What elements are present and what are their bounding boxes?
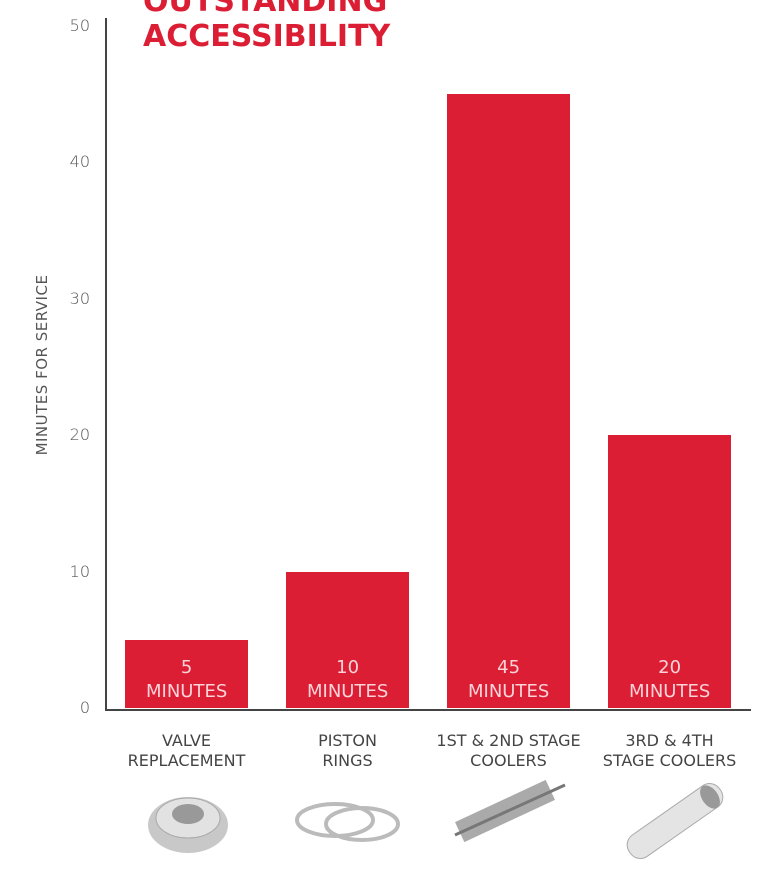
- y-tick-label: 50: [69, 16, 90, 35]
- coolers-image: [454, 780, 566, 843]
- value-label: 20 MINUTES: [629, 657, 711, 702]
- x-tick-label: PISTON RINGS: [318, 731, 377, 770]
- part-images: [148, 780, 724, 859]
- stage-cooler-image: [626, 783, 724, 859]
- piston-rings-image: [295, 802, 400, 842]
- x-tick-label: 1ST & 2ND STAGE COOLERS: [436, 731, 581, 770]
- valve-image: [148, 797, 228, 853]
- y-tick-label: 20: [69, 425, 90, 445]
- bar: [447, 94, 570, 708]
- y-axis: [105, 18, 107, 711]
- bar: [608, 435, 731, 708]
- value-label: 5 MINUTES: [146, 657, 228, 702]
- value-label: 45 MINUTES: [468, 657, 550, 702]
- bar: [286, 571, 409, 708]
- bar: [125, 639, 248, 708]
- x-axis: [105, 709, 751, 711]
- x-tick-label: VALVE REPLACEMENT: [127, 731, 246, 770]
- x-tick-label: 3RD & 4TH STAGE COOLERS: [602, 731, 737, 770]
- y-tick-label: 10: [69, 561, 90, 581]
- chart-title: OUTSTANDING ACCESSIBILITY: [143, 0, 391, 54]
- y-axis-label: MINUTES FOR SERVICE: [33, 274, 51, 456]
- y-tick-label: 0: [79, 698, 90, 717]
- value-label: 10 MINUTES: [307, 657, 389, 702]
- y-tick-label: 30: [69, 288, 90, 308]
- y-tick-label: 40: [69, 152, 90, 172]
